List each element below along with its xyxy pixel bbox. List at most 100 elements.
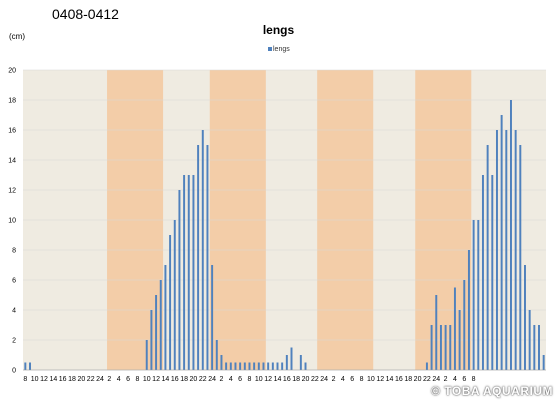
y-tick-label-16: 16 bbox=[8, 128, 16, 135]
y-tick-label-20: 20 bbox=[8, 68, 16, 75]
bar bbox=[187, 175, 190, 370]
bar bbox=[453, 287, 456, 370]
bar bbox=[29, 362, 31, 370]
x-tick-label: 14 bbox=[274, 376, 282, 383]
bar bbox=[514, 130, 517, 370]
bar bbox=[220, 355, 223, 370]
bar bbox=[225, 362, 228, 370]
bar bbox=[192, 175, 195, 370]
y-axis-unit-label: (cm) bbox=[9, 32, 25, 41]
bar bbox=[519, 145, 522, 370]
x-tick-label: 12 bbox=[152, 376, 160, 383]
bar bbox=[253, 362, 256, 370]
x-tick-label: 4 bbox=[453, 376, 457, 383]
x-tick-label: 22 bbox=[311, 376, 319, 383]
x-tick-label: 6 bbox=[350, 376, 354, 383]
x-tick-label: 8 bbox=[472, 376, 476, 383]
x-tick-label: 4 bbox=[341, 376, 345, 383]
watermark: © TOBA AQUARIUM bbox=[431, 384, 553, 398]
x-tick-label: 6 bbox=[126, 376, 130, 383]
chart-period-label: 0408-0412 bbox=[52, 6, 119, 22]
bar bbox=[486, 145, 489, 370]
bar bbox=[439, 325, 442, 370]
bar bbox=[299, 355, 302, 370]
x-tick-label: 8 bbox=[23, 376, 27, 383]
bar bbox=[500, 115, 503, 370]
x-tick-label: 14 bbox=[386, 376, 394, 383]
y-tick-label-2: 2 bbox=[12, 338, 16, 345]
bar bbox=[449, 325, 452, 370]
bar bbox=[215, 340, 218, 370]
bar bbox=[173, 220, 176, 370]
bar bbox=[472, 220, 475, 370]
bar bbox=[435, 295, 438, 370]
x-tick-label: 12 bbox=[264, 376, 272, 383]
bar bbox=[159, 280, 162, 370]
bar bbox=[178, 190, 181, 370]
bar bbox=[528, 310, 531, 370]
bar bbox=[197, 145, 200, 370]
x-tick-label: 18 bbox=[68, 376, 76, 383]
x-tick-label: 4 bbox=[117, 376, 121, 383]
bar bbox=[477, 220, 480, 370]
bar bbox=[262, 362, 265, 370]
y-tick-label-6: 6 bbox=[12, 278, 16, 285]
bar bbox=[248, 362, 251, 370]
y-tick-label-14: 14 bbox=[8, 158, 16, 165]
bar bbox=[239, 362, 242, 370]
x-tick-label: 8 bbox=[248, 376, 252, 383]
x-tick-label: 6 bbox=[238, 376, 242, 383]
bar bbox=[183, 175, 186, 370]
x-tick-label: 2 bbox=[332, 376, 336, 383]
legend-entry-lengs: lengs bbox=[273, 46, 290, 53]
x-tick-label: 20 bbox=[77, 376, 85, 383]
bar bbox=[164, 265, 167, 370]
bar bbox=[495, 130, 498, 370]
x-tick-label: 22 bbox=[423, 376, 431, 383]
bar bbox=[481, 175, 484, 370]
x-tick-label: 18 bbox=[180, 376, 188, 383]
bar bbox=[267, 362, 270, 370]
x-tick-label: 8 bbox=[360, 376, 364, 383]
bar bbox=[463, 280, 466, 370]
x-tick-label: 12 bbox=[376, 376, 384, 383]
x-tick-label: 12 bbox=[40, 376, 48, 383]
bar bbox=[234, 362, 237, 370]
x-tick-label: 18 bbox=[292, 376, 300, 383]
bar bbox=[243, 362, 246, 370]
x-tick-label: 2 bbox=[107, 376, 111, 383]
x-tick-label: 2 bbox=[444, 376, 448, 383]
x-tick-label: 20 bbox=[302, 376, 310, 383]
x-tick-label: 22 bbox=[87, 376, 95, 383]
bar bbox=[467, 250, 470, 370]
y-tick-label-12: 12 bbox=[8, 188, 16, 195]
bar bbox=[458, 310, 461, 370]
x-tick-label: 14 bbox=[162, 376, 170, 383]
bar bbox=[24, 362, 27, 370]
x-tick-label: 24 bbox=[96, 376, 104, 383]
bar bbox=[524, 265, 526, 370]
x-tick-label: 10 bbox=[367, 376, 375, 383]
x-tick-label: 20 bbox=[190, 376, 198, 383]
bar bbox=[145, 340, 148, 370]
x-tick-label: 10 bbox=[143, 376, 151, 383]
x-tick-label: 10 bbox=[31, 376, 39, 383]
bar bbox=[206, 145, 209, 370]
bar bbox=[538, 325, 540, 370]
x-tick-label: 10 bbox=[255, 376, 263, 383]
bar bbox=[257, 362, 260, 370]
bar bbox=[169, 235, 172, 370]
bar bbox=[430, 325, 433, 370]
y-tick-label-8: 8 bbox=[12, 248, 16, 255]
bar bbox=[211, 265, 214, 370]
bar bbox=[533, 325, 536, 370]
x-tick-label: 4 bbox=[229, 376, 233, 383]
x-tick-label: 8 bbox=[135, 376, 139, 383]
x-tick-label: 24 bbox=[208, 376, 216, 383]
bar bbox=[505, 130, 508, 370]
x-tick-label: 24 bbox=[432, 376, 440, 383]
bar bbox=[509, 100, 512, 370]
x-tick-label: 16 bbox=[171, 376, 179, 383]
bar bbox=[281, 362, 284, 370]
bar bbox=[444, 325, 447, 370]
